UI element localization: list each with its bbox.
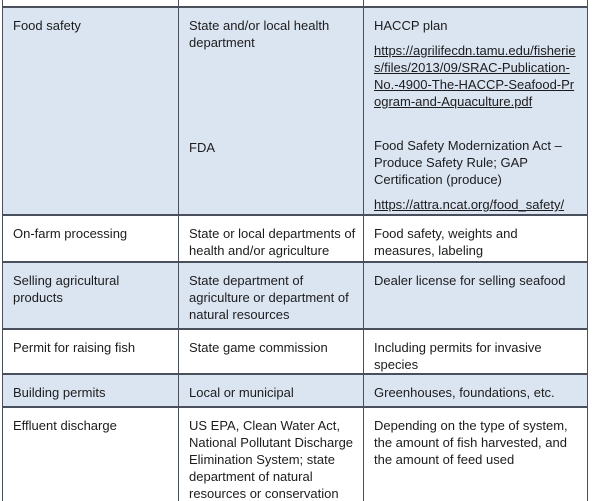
topic-text: On-farm processing: [13, 226, 128, 241]
table-row-permit-for-raising-fish: Permit for raising fish State game commi…: [3, 328, 587, 373]
agency-text: State game commission: [189, 340, 328, 355]
cell-topic: Effluent discharge: [3, 408, 179, 501]
cell-notes: HACCP plan https://agrilifecdn.tamu.edu/…: [364, 8, 587, 214]
cell-agency: US EPA, Clean Water Act, National Pollut…: [179, 408, 364, 501]
topic-text: Permit for raising fish: [13, 340, 136, 355]
agency-text: State or local departments of health and…: [189, 226, 356, 258]
agency-text: Local or municipal: [189, 385, 294, 400]
table-row-on-farm-processing: On-farm processing State or local depart…: [3, 214, 587, 261]
table-row-food-safety: Food safety State and/or local health de…: [3, 6, 587, 214]
regulations-table: Food safety State and/or local health de…: [2, 0, 588, 501]
haccp-publication-link[interactable]: https://agrilifecdn.tamu.edu/fisheries/f…: [374, 43, 576, 109]
topic-text: Food safety: [13, 18, 81, 33]
cell-topic: [3, 0, 179, 6]
cell-agency: [179, 0, 364, 6]
agency-text: FDA: [189, 140, 215, 155]
cell-agency: State and/or local health department FDA: [179, 8, 364, 214]
cell-topic: Permit for raising fish: [3, 330, 179, 373]
notes-text: Food safety, weights and measures, label…: [374, 226, 518, 258]
notes-text: Depending on the type of system, the amo…: [374, 418, 568, 467]
notes-text: Greenhouses, foundations, etc.: [374, 385, 555, 400]
cell-notes: [364, 0, 587, 6]
notes-text: Including permits for invasive species: [374, 340, 542, 372]
table-row-building-permits: Building permits Local or municipal Gree…: [3, 373, 587, 406]
cell-agency: State game commission: [179, 330, 364, 373]
table-row-effluent-discharge: Effluent discharge US EPA, Clean Water A…: [3, 406, 587, 501]
cell-notes: Greenhouses, foundations, etc.: [364, 375, 587, 406]
notes-text: HACCP plan: [374, 18, 448, 33]
agency-text: State and/or local health department: [189, 18, 330, 50]
cell-topic: On-farm processing: [3, 216, 179, 261]
topic-text: Selling agricultural products: [13, 273, 120, 305]
table-row-partial: [3, 0, 587, 6]
notes-text: Food Safety Modernization Act – Produce …: [374, 138, 562, 187]
notes-text: Dealer license for selling seafood: [374, 273, 566, 288]
cell-topic: Food safety: [3, 8, 179, 214]
cell-notes: Dealer license for selling seafood: [364, 263, 587, 328]
topic-text: Effluent discharge: [13, 418, 117, 433]
cell-notes: Food safety, weights and measures, label…: [364, 216, 587, 261]
agency-text: US EPA, Clean Water Act, National Pollut…: [189, 418, 354, 501]
topic-text: Building permits: [13, 385, 106, 400]
table-row-selling-agricultural-products: Selling agricultural products State depa…: [3, 261, 587, 328]
cell-agency: State or local departments of health and…: [179, 216, 364, 261]
attra-food-safety-link[interactable]: https://attra.ncat.org/food_safety/: [374, 197, 565, 212]
agency-text: State department of agriculture or depar…: [189, 273, 349, 322]
cell-agency: State department of agriculture or depar…: [179, 263, 364, 328]
cell-notes: Including permits for invasive species: [364, 330, 587, 373]
cell-agency: Local or municipal: [179, 375, 364, 406]
cell-topic: Building permits: [3, 375, 179, 406]
cell-topic: Selling agricultural products: [3, 263, 179, 328]
cell-notes: Depending on the type of system, the amo…: [364, 408, 587, 501]
